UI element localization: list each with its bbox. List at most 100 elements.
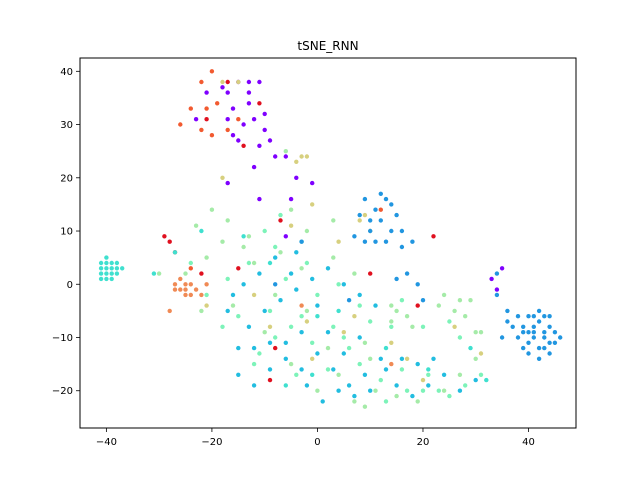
data-point (420, 324, 426, 329)
data-point (531, 335, 536, 340)
data-point (299, 239, 304, 244)
data-point (167, 308, 172, 314)
data-point (357, 335, 362, 340)
data-point (299, 266, 304, 271)
data-point (362, 239, 368, 244)
data-point (172, 250, 178, 255)
data-point (204, 117, 209, 122)
data-point (267, 138, 273, 143)
data-point (288, 223, 294, 228)
data-point (104, 276, 109, 282)
data-point (225, 117, 230, 122)
data-point (299, 367, 304, 372)
data-point (209, 69, 215, 74)
data-point (394, 276, 399, 282)
data-point (410, 324, 415, 329)
data-point (325, 367, 331, 372)
data-point (536, 319, 542, 324)
data-point (267, 308, 273, 314)
data-point (447, 319, 452, 324)
data-point (283, 154, 288, 159)
data-point (457, 388, 463, 393)
data-point (394, 308, 399, 314)
data-point (257, 351, 262, 356)
data-point (273, 292, 278, 298)
data-point (399, 356, 405, 361)
data-point (558, 335, 563, 340)
data-point (346, 298, 352, 303)
data-point (404, 271, 410, 276)
data-point (346, 345, 352, 351)
data-point (336, 308, 341, 314)
data-point (251, 117, 257, 122)
data-point (452, 308, 457, 314)
data-point (362, 340, 368, 345)
data-point (399, 367, 405, 372)
data-point (389, 361, 394, 367)
data-point (236, 372, 241, 377)
data-point (151, 271, 157, 276)
data-point (236, 314, 241, 319)
data-point (273, 345, 278, 351)
data-point (241, 143, 246, 148)
y-tick-label: 10 (60, 227, 73, 238)
data-point (547, 324, 552, 329)
data-point (410, 393, 415, 399)
data-point (230, 303, 236, 308)
data-point (288, 271, 294, 276)
data-point (220, 239, 225, 244)
data-point (315, 292, 320, 298)
data-point (98, 260, 104, 266)
data-point (299, 314, 304, 319)
data-point (352, 271, 357, 276)
data-point (262, 111, 267, 117)
data-point (521, 345, 526, 351)
data-point (399, 228, 405, 234)
data-point (199, 228, 204, 234)
data-point (114, 260, 120, 266)
data-point (341, 335, 346, 340)
data-point (368, 319, 373, 324)
data-point (373, 388, 378, 393)
data-point (325, 330, 331, 335)
data-point (505, 308, 510, 314)
data-point (178, 287, 183, 292)
data-point (383, 367, 389, 372)
data-point (531, 324, 536, 329)
data-point (183, 282, 188, 287)
data-point (304, 154, 310, 159)
data-point (389, 319, 394, 324)
data-point (114, 266, 120, 271)
data-point (257, 196, 262, 202)
data-point (288, 207, 294, 212)
data-point (230, 133, 236, 138)
data-point (251, 345, 257, 351)
data-point (478, 351, 484, 356)
data-point (357, 212, 362, 218)
data-point (494, 292, 500, 298)
data-point (426, 372, 431, 377)
data-point (542, 330, 547, 335)
data-point (441, 292, 447, 298)
data-point (468, 345, 473, 351)
data-point (104, 271, 109, 276)
data-point (320, 399, 325, 404)
data-point (505, 319, 510, 324)
data-point (178, 122, 183, 127)
data-point (362, 404, 368, 409)
data-point (109, 271, 114, 276)
data-point (204, 106, 209, 111)
data-point (225, 218, 230, 223)
data-point (183, 292, 188, 298)
data-point (368, 218, 373, 223)
data-point (531, 314, 536, 319)
data-point (415, 361, 420, 367)
data-point (331, 324, 336, 329)
data-point (362, 196, 368, 202)
data-point (378, 218, 383, 223)
data-point (241, 122, 246, 127)
data-point (378, 377, 383, 383)
data-point (98, 266, 104, 271)
data-point (510, 324, 515, 329)
